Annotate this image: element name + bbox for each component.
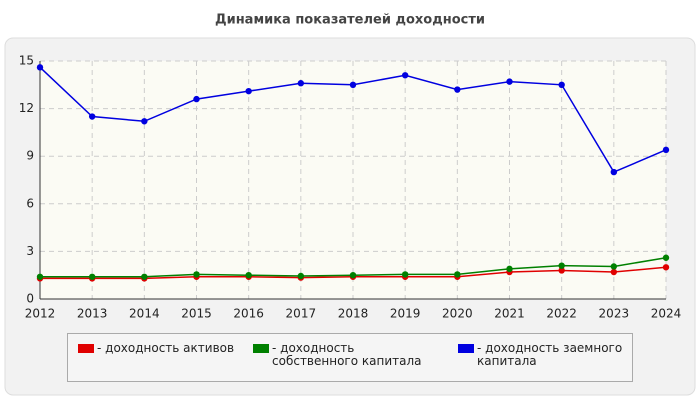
data-point [454, 86, 461, 93]
data-point [36, 64, 44, 71]
data-point [141, 273, 148, 280]
legend-label: - доходность активов [97, 341, 235, 355]
x-tick-label: 2023 [599, 307, 630, 321]
x-tick-label: 2012 [25, 307, 56, 321]
data-point [297, 272, 305, 280]
data-point [245, 272, 252, 279]
data-point [610, 263, 618, 270]
x-tick-label: 2019 [390, 307, 421, 321]
data-point [610, 268, 618, 276]
x-tick-label: 2022 [546, 307, 577, 321]
data-point [610, 168, 618, 176]
legend-item: - доходность собственного капитала [253, 342, 443, 368]
data-point [297, 80, 305, 87]
x-tick-label: 2020 [442, 307, 473, 321]
data-point [401, 72, 409, 79]
data-point [401, 271, 409, 278]
x-tick-label: 2018 [338, 307, 369, 321]
legend-label: - доходность собственного капитала [272, 341, 422, 368]
data-point [193, 271, 200, 278]
data-point [506, 265, 513, 273]
y-tick-label: 3 [26, 244, 34, 258]
legend-item: - доходность активов [78, 342, 248, 355]
x-tick-label: 2015 [181, 307, 212, 321]
legend-item: - доходность заемного капитала [458, 342, 628, 368]
legend: - доходность активов - доходность собстве… [67, 333, 633, 382]
x-tick-label: 2016 [233, 307, 264, 321]
data-point [558, 262, 565, 269]
x-tick-label: 2014 [129, 307, 160, 321]
data-point [88, 113, 96, 120]
chart-title: Динамика показателей доходности [215, 13, 485, 28]
data-point [662, 264, 670, 271]
data-point [36, 273, 44, 280]
y-tick-label: 12 [19, 101, 34, 115]
data-point [349, 272, 357, 279]
legend-swatch [253, 344, 269, 353]
data-point [454, 271, 461, 278]
data-point [662, 146, 670, 154]
legend-label: - доходность заемного капитала [477, 341, 623, 368]
y-tick-label: 15 [19, 54, 34, 68]
x-tick-label: 2013 [77, 307, 108, 321]
data-point [558, 267, 565, 274]
legend-swatch [458, 344, 474, 353]
x-tick-label: 2017 [286, 307, 317, 321]
data-point [662, 254, 670, 261]
x-tick-label: 2024 [651, 307, 682, 321]
x-tick-label: 2021 [494, 307, 525, 321]
y-tick-label: 6 [26, 196, 34, 210]
data-point [558, 81, 565, 89]
y-tick-label: 0 [26, 292, 34, 306]
data-point [88, 273, 96, 280]
data-point [193, 95, 200, 103]
data-point [141, 118, 148, 125]
legend-swatch [78, 344, 94, 353]
data-point [245, 87, 252, 95]
data-point [349, 81, 357, 89]
y-tick-label: 9 [26, 149, 34, 163]
data-point [506, 78, 513, 85]
